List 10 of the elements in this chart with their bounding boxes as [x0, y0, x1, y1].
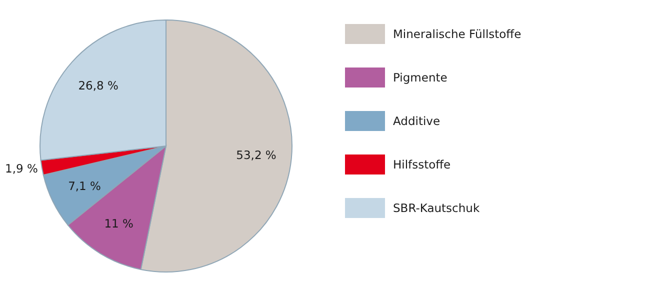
- legend-label: Additive: [393, 114, 440, 128]
- data-label: 53,2 %: [236, 148, 276, 162]
- data-label: 7,1 %: [68, 178, 102, 193]
- legend-label: Pigmente: [393, 70, 448, 85]
- legend-label: Mineralische Füllstoffe: [393, 27, 522, 42]
- data-label: 11 %: [104, 216, 134, 231]
- legend-label: Hilfsstoffe: [393, 158, 451, 172]
- data-label: 26,8 %: [78, 78, 118, 93]
- data-label: 1,9 %: [5, 161, 38, 176]
- legend-label: SBR-Kautschuk: [393, 201, 480, 216]
